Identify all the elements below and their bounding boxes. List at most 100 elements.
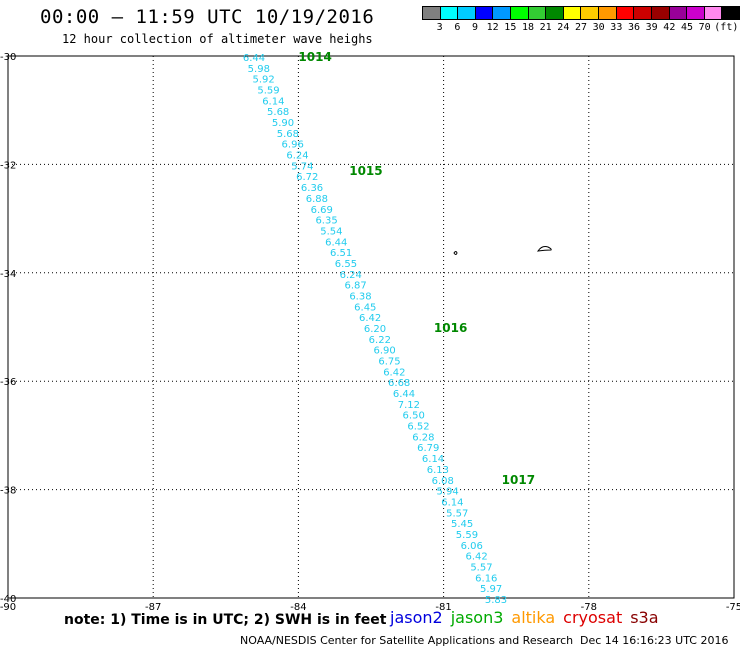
page-title: 00:00 — 11:59 UTC 10/19/2016 bbox=[40, 6, 375, 28]
track-value: 5.68 bbox=[277, 129, 299, 140]
pass-number: 1017 bbox=[502, 473, 535, 487]
timestamp-text: Dec 14 16:16:23 UTC 2016 bbox=[580, 634, 729, 647]
legend-swatch bbox=[599, 7, 617, 19]
satellite-label-s3a: s3a bbox=[630, 608, 659, 627]
legend-labels: 3 6 9 12 15 18 21 24 27 30 33 36 39 42 45 70 (ft) bbox=[422, 20, 740, 33]
track-value: 6.87 bbox=[344, 281, 366, 292]
track-value: 6.16 bbox=[475, 573, 497, 584]
track-value: 6.45 bbox=[354, 302, 376, 313]
legend-label: 21 bbox=[539, 22, 552, 33]
legend-label: 15 bbox=[504, 22, 517, 33]
track-value: 5.59 bbox=[456, 530, 478, 541]
legend-swatch bbox=[493, 7, 512, 19]
lon-tick-label: -87 bbox=[145, 602, 161, 612]
legend-label: 42 bbox=[663, 22, 676, 33]
legend-swatch bbox=[687, 7, 705, 19]
track-value: 5.59 bbox=[257, 86, 279, 97]
track-value: 6.35 bbox=[315, 216, 337, 227]
legend-label: 45 bbox=[680, 22, 694, 33]
legend-label: 24 bbox=[557, 22, 570, 33]
legend-label: 30 bbox=[592, 22, 605, 33]
legend-swatch bbox=[528, 7, 547, 19]
track-value: 6.42 bbox=[359, 313, 381, 324]
track-value: 6.36 bbox=[301, 183, 323, 194]
track-value: 5.74 bbox=[291, 161, 313, 172]
track-value: 5.92 bbox=[253, 75, 275, 86]
color-legend: 3 6 9 12 15 18 21 24 27 30 33 36 39 42 45 70 (ft) bbox=[422, 6, 740, 33]
track-value: 6.20 bbox=[364, 324, 386, 335]
track-value: 5.54 bbox=[320, 226, 342, 237]
track-value: 6.52 bbox=[407, 422, 429, 433]
footer-note: note: 1) Time is in UTC; 2) SWH is in fe… bbox=[64, 612, 387, 628]
track-value: 6.14 bbox=[262, 96, 284, 107]
satellite-label-jason3: jason3 bbox=[450, 608, 504, 627]
legend-swatch bbox=[722, 7, 739, 19]
lat-tick-label: -32 bbox=[0, 160, 16, 171]
lon-tick-label: -75 bbox=[726, 602, 740, 612]
legend-swatch bbox=[616, 7, 635, 19]
track-value: 6.79 bbox=[417, 443, 439, 454]
track-value: 6.68 bbox=[388, 378, 410, 389]
track-value: 5.90 bbox=[272, 118, 294, 129]
pass-number: 1015 bbox=[349, 164, 382, 178]
legend-label: 9 bbox=[471, 22, 479, 33]
legend-swatch bbox=[511, 7, 529, 19]
track-value: 5.97 bbox=[480, 584, 502, 595]
legend-swatch bbox=[475, 7, 494, 19]
legend-label: 12 bbox=[486, 22, 499, 33]
track-value: 6.88 bbox=[306, 194, 328, 205]
track-value: 6.22 bbox=[369, 335, 391, 346]
track-value: 5.57 bbox=[470, 562, 492, 573]
track-value: 5.94 bbox=[436, 487, 458, 498]
map-plot: -90 -87 -84 -81 -78 -75 -30 -32 -34 -36 -38 -40 6.44… bbox=[0, 50, 740, 612]
legend-swatch bbox=[546, 7, 564, 19]
track-value: 6.44 bbox=[325, 237, 347, 248]
lat-tick-label: -34 bbox=[0, 269, 16, 280]
track-value: 6.44 bbox=[243, 53, 265, 64]
track-value: 6.72 bbox=[296, 172, 318, 183]
track-value: 5.57 bbox=[446, 508, 468, 519]
legend-label: 70 bbox=[698, 22, 711, 33]
track-value: 6.96 bbox=[282, 140, 304, 151]
track-value: 6.90 bbox=[374, 346, 396, 357]
track-value: 6.08 bbox=[432, 476, 454, 487]
track-value: 6.44 bbox=[393, 389, 415, 400]
legend-label: 18 bbox=[521, 22, 535, 33]
track-value: 5.45 bbox=[451, 519, 473, 530]
track-value: 6.51 bbox=[330, 248, 352, 259]
lon-tick-label: -84 bbox=[290, 602, 306, 612]
track-value: 6.14 bbox=[441, 497, 463, 508]
track-value: 6.50 bbox=[403, 411, 425, 422]
track-value: 7.12 bbox=[398, 400, 420, 411]
lon-tick-label: -78 bbox=[581, 602, 597, 612]
island-outline bbox=[453, 251, 458, 255]
track-value: 6.06 bbox=[461, 541, 483, 552]
lat-tick-label: -30 bbox=[0, 52, 16, 63]
track-value: 6.24 bbox=[340, 270, 362, 281]
track-value: 5.98 bbox=[248, 64, 270, 75]
legend-swatch bbox=[669, 7, 688, 19]
track-value: 6.55 bbox=[335, 259, 357, 270]
lon-tick-label: -81 bbox=[435, 602, 451, 612]
track-value: 6.38 bbox=[349, 291, 371, 302]
island-outline bbox=[536, 246, 552, 252]
satellite-legend: jason2 jason3 altika cryosat s3a bbox=[390, 608, 667, 627]
track-value: 6.24 bbox=[286, 151, 308, 162]
pass-number: 1014 bbox=[298, 50, 331, 64]
legend-label: 27 bbox=[574, 22, 588, 33]
lat-tick-label: -38 bbox=[0, 486, 16, 497]
legend-swatch bbox=[651, 7, 670, 19]
lat-tick-label: -36 bbox=[0, 377, 16, 388]
legend-swatches bbox=[422, 6, 740, 20]
track-value: 6.13 bbox=[427, 465, 449, 476]
legend-label: 36 bbox=[627, 22, 641, 33]
pass-number: 1016 bbox=[434, 321, 467, 335]
satellite-label-jason2: jason2 bbox=[390, 608, 443, 627]
legend-swatch bbox=[581, 7, 600, 19]
lat-tick-label: -40 bbox=[0, 594, 16, 605]
satellite-label-altika: altika bbox=[511, 608, 556, 627]
credit-text: NOAA/NESDIS Center for Satellite Applica… bbox=[240, 634, 574, 647]
legend-swatch bbox=[458, 7, 476, 19]
legend-swatch bbox=[563, 7, 582, 19]
legend-swatch bbox=[704, 7, 723, 19]
